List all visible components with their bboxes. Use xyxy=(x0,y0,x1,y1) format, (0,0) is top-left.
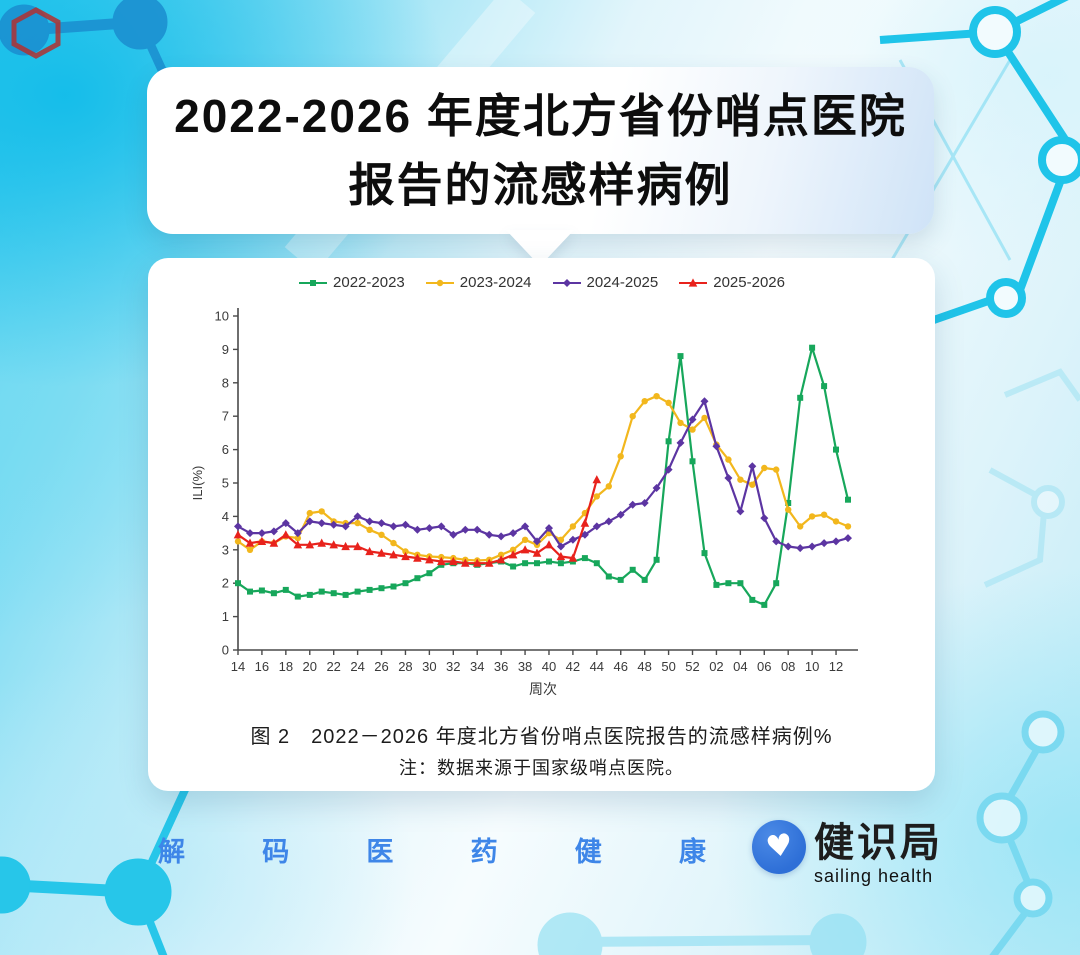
svg-text:28: 28 xyxy=(398,659,412,674)
svg-text:2: 2 xyxy=(222,576,229,591)
svg-text:9: 9 xyxy=(222,342,229,357)
svg-text:36: 36 xyxy=(494,659,508,674)
legend-item: 2022-2023 xyxy=(298,274,405,291)
page-title-line1: 2022-2026 年度北方省份哨点医院 xyxy=(174,89,907,142)
svg-text:20: 20 xyxy=(303,659,317,674)
svg-text:4: 4 xyxy=(222,509,229,524)
slogan-char: 康 xyxy=(678,837,706,867)
brand-block: 健识局 sailing health xyxy=(814,822,1014,887)
legend-marker-triangle-icon xyxy=(679,277,708,287)
slogan-char: 健 xyxy=(574,837,602,867)
legend-label: 2024-2025 xyxy=(586,274,659,291)
figure-note: 注：数据来源于国家级哨点医院。 xyxy=(399,758,684,778)
footer-slogan: 解 码 医 药 健 康 xyxy=(158,830,706,869)
svg-text:06: 06 xyxy=(757,659,771,674)
svg-text:3: 3 xyxy=(222,542,229,557)
svg-text:24: 24 xyxy=(350,659,364,674)
title-bubble: 2022-2026 年度北方省份哨点医院 报告的流感样病例 xyxy=(147,67,934,234)
svg-text:50: 50 xyxy=(661,659,675,674)
molecule-bottom-right-icon xyxy=(976,710,1065,955)
legend-label: 2022-2023 xyxy=(333,274,405,291)
svg-text:5: 5 xyxy=(222,476,229,491)
svg-text:10: 10 xyxy=(805,659,819,674)
svg-text:44: 44 xyxy=(590,659,604,674)
svg-text:42: 42 xyxy=(566,659,580,674)
page-title-line2: 报告的流感样病例 xyxy=(348,158,733,211)
svg-text:7: 7 xyxy=(222,409,229,424)
legend-marker-circle-icon xyxy=(425,279,454,286)
svg-text:52: 52 xyxy=(685,659,699,674)
svg-text:32: 32 xyxy=(446,659,460,674)
brand-logo-icon: ♥ xyxy=(752,820,806,874)
brand-name: 健识局 xyxy=(814,821,943,865)
slogan-char: 医 xyxy=(366,837,394,867)
svg-text:16: 16 xyxy=(255,659,269,674)
svg-text:38: 38 xyxy=(518,659,532,674)
molecule-bottom-center-icon xyxy=(537,912,867,955)
legend-item: 2024-2025 xyxy=(552,274,659,291)
svg-text:周次: 周次 xyxy=(529,681,557,697)
figure-caption: 图 2 2022－2026 年度北方省份哨点医院报告的流感样病例% xyxy=(250,726,833,748)
heart-icon: ♥ xyxy=(763,827,795,866)
legend-label: 2023-2024 xyxy=(459,274,532,291)
svg-text:14: 14 xyxy=(231,659,245,674)
svg-text:02: 02 xyxy=(709,659,723,674)
slogan-char: 码 xyxy=(262,837,290,867)
svg-text:10: 10 xyxy=(215,309,229,324)
chart-legend: 2022-2023 2023-2024 2024-2025 2025-2026 xyxy=(148,274,935,291)
svg-text:ILI(%): ILI(%) xyxy=(190,466,205,501)
brand-subtitle: sailing health xyxy=(814,866,934,886)
svg-text:08: 08 xyxy=(781,659,795,674)
legend-item: 2023-2024 xyxy=(425,274,532,291)
svg-text:04: 04 xyxy=(733,659,747,674)
legend-item: 2025-2026 xyxy=(678,274,785,291)
svg-text:18: 18 xyxy=(279,659,293,674)
svg-text:12: 12 xyxy=(829,659,843,674)
svg-text:34: 34 xyxy=(470,659,484,674)
svg-text:8: 8 xyxy=(222,375,229,390)
legend-marker-square-icon xyxy=(299,279,328,286)
molecule-bottom-left-icon xyxy=(0,766,199,955)
hexagon-right-icon xyxy=(983,368,1080,588)
svg-text:40: 40 xyxy=(542,659,556,674)
svg-text:22: 22 xyxy=(326,659,340,674)
slogan-char: 解 xyxy=(158,837,185,867)
hexagon-red-icon xyxy=(11,7,61,59)
svg-text:48: 48 xyxy=(637,659,651,674)
svg-text:0: 0 xyxy=(222,643,229,658)
svg-text:26: 26 xyxy=(374,659,388,674)
svg-text:30: 30 xyxy=(422,659,436,674)
slogan-char: 药 xyxy=(470,837,498,867)
legend-label: 2025-2026 xyxy=(713,274,785,291)
svg-text:46: 46 xyxy=(614,659,628,674)
legend-marker-diamond-icon xyxy=(552,278,581,287)
molecule-top-right-icon xyxy=(879,0,1080,334)
svg-text:1: 1 xyxy=(222,609,229,624)
svg-text:6: 6 xyxy=(222,442,229,457)
